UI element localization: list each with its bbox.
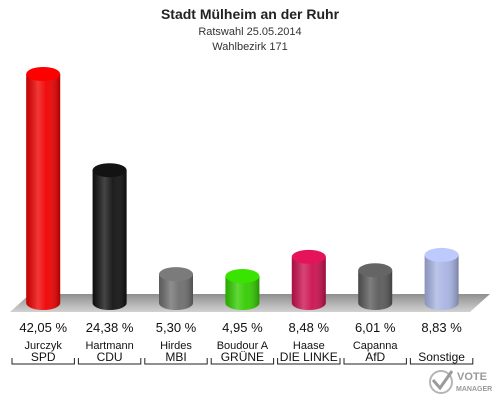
bar-shading [92,170,127,311]
bar-shading [159,274,193,310]
value-label: 5,30 % [156,320,197,335]
value-label: 6,01 % [355,320,396,335]
bar-top-cap [92,163,127,178]
bar-shading [26,74,61,311]
party-bracket [343,358,407,365]
logo-emblem-icon [429,370,453,394]
value-label: 8,83 % [421,320,462,335]
bar-shading [291,256,326,311]
bar-top-cap [291,249,326,264]
bar-1 [26,67,61,311]
bar-top-cap [26,67,61,81]
party-label: AfD [365,350,385,364]
candidate-label: Haase [293,340,325,352]
logo-check-icon [431,370,454,391]
bar-shading [358,270,393,311]
chart-subtitle: Ratswahl 25.05.2014 [198,26,301,38]
party-label: MBI [165,350,186,364]
value-label: 42,05 % [19,320,67,335]
bar-top-cap [358,263,393,278]
party-bracket [409,358,474,365]
party-label: DIE LINKE [280,350,338,364]
candidate-label: Jurczyk [25,340,63,352]
bar-3 [159,267,193,310]
bar-shading [424,254,459,311]
bar-top-cap [159,267,193,282]
party-label: SPD [31,350,56,364]
bar-5 [291,249,326,311]
bar-top-cap [424,247,459,262]
bar-2 [92,163,127,311]
bar-top-cap [225,269,260,284]
chart-subtitle-district: Wahlbezirk 171 [212,41,287,53]
logo-text-line1: VOTE [457,371,487,383]
candidate-label: Hirdes [160,340,192,352]
party-bracket [210,358,275,365]
vote-manager-logo: VOTE MANAGER [429,370,492,394]
bar-6 [358,263,393,311]
bar-4 [225,269,260,311]
party-label: CDU [97,350,123,364]
value-label: 8,48 % [289,320,330,335]
party-bracket [11,358,75,365]
bar-7 [424,247,459,311]
party-label: Sonstige [418,350,465,364]
value-label: 4,95 % [222,320,263,335]
candidate-label: Hartmann [85,340,133,352]
party-bracket [277,358,341,365]
candidate-label: Boudour A [217,340,269,352]
candidate-label: Capanna [353,340,399,352]
bar-shading [225,276,260,311]
party-bracket [144,358,208,365]
party-bracket [77,358,142,365]
chart-title: Stadt Mülheim an der Ruhr [161,6,340,22]
bars-group [26,67,459,311]
party-label: GRÜNE [221,350,264,364]
value-label: 24,38 % [86,320,134,335]
logo-text-line2: MANAGER [456,386,492,393]
